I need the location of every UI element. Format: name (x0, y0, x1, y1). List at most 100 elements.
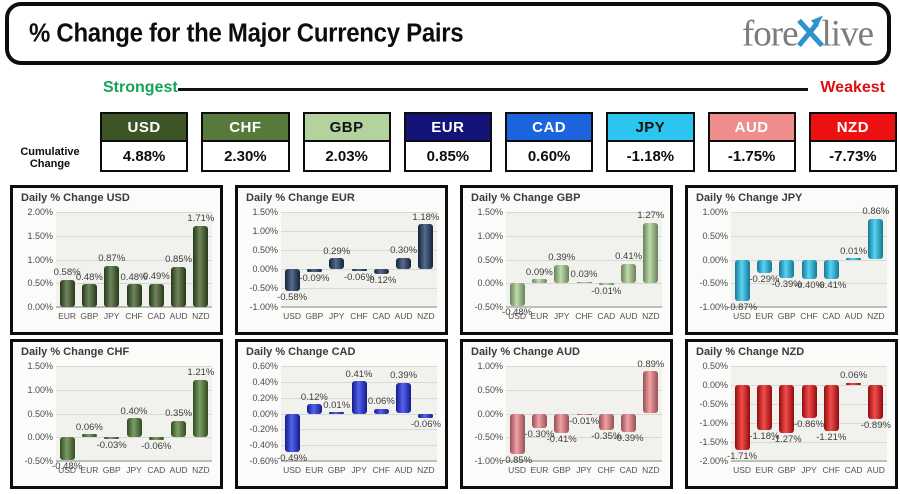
x-axis-category-label: USD (508, 311, 527, 321)
bar-value-label: 0.30% (390, 245, 418, 257)
x-axis-category-label: CAD (147, 311, 166, 321)
bar-value-label: -0.41% (546, 434, 577, 445)
gridline (56, 235, 212, 237)
x-axis-category-label: USD (283, 465, 302, 475)
currency-code-CAD: CAD (505, 112, 594, 142)
bar-GBP (554, 413, 570, 433)
y-axis-tick-label: 0.50% (252, 245, 278, 255)
cumulative-row: USD 4.88% CHF 2.30% GBP 2.03% EUR 0.85% CAD 0.60%… (100, 112, 897, 172)
y-axis-tick-label: 0.50% (477, 254, 503, 265)
bar-AUD (171, 420, 187, 438)
gridline (281, 429, 437, 431)
y-axis-tick-label: -0.50% (249, 283, 278, 293)
bar-EUR (59, 279, 75, 307)
bar-CAD (148, 283, 164, 307)
x-axis-category-label: CAD (597, 311, 616, 321)
y-axis-tick-label: 1.00% (477, 361, 503, 371)
y-axis-tick-label: 0.50% (477, 384, 503, 395)
chart-panel-CAD: Daily % Change CAD 0.60% 0.40% 0.20% 0.00% -0… (235, 339, 448, 489)
chart-title: Daily % Change USD (21, 192, 130, 204)
y-axis-tick-label: 0.50% (702, 361, 728, 371)
y-axis-tick-label: -0.50% (699, 278, 728, 289)
bar-value-label: 0.86% (862, 206, 890, 218)
x-axis-category-label: CHF (372, 465, 391, 475)
currency-code-NZD: NZD (808, 112, 897, 142)
bar-value-label: -1.71% (727, 451, 758, 462)
bar-value-label: 0.12% (300, 391, 328, 403)
bar-value-label: 0.89% (637, 358, 665, 370)
currency-column-EUR: EUR 0.85% (403, 112, 492, 172)
bar-value-label: 0.41% (615, 251, 643, 263)
gridline (506, 389, 662, 391)
currency-code-EUR: EUR (403, 112, 492, 142)
bar-NZD (418, 413, 434, 419)
x-axis-category-label: NZD (867, 311, 885, 321)
bar-USD (509, 413, 525, 454)
bar-CAD (373, 269, 389, 274)
chart-title: Daily % Change NZD (696, 346, 805, 358)
bar-JPY (801, 385, 817, 418)
bar-value-label: 0.09% (525, 266, 553, 278)
x-axis-category-label: USD (733, 311, 752, 321)
x-axis-category-label: AUD (866, 465, 885, 475)
bar-value-label: -0.01% (568, 416, 600, 427)
currency-code-USD: USD (100, 112, 189, 142)
x-axis-category-label: CAD (619, 465, 638, 475)
y-axis-tick-label: 0.50% (702, 230, 728, 241)
bar-value-label: -0.12% (366, 274, 397, 286)
gridline (731, 442, 887, 443)
bar-value-label: 1.71% (187, 213, 215, 225)
x-axis-category-label: CHF (822, 465, 841, 475)
currency-cumulative-value-USD: 4.88% (100, 142, 189, 172)
logo-x-arrow-icon (796, 15, 824, 48)
currency-column-NZD: NZD -7.73% (808, 112, 897, 172)
bar-value-label: 0.06% (75, 421, 103, 433)
bar-CAD (846, 382, 862, 385)
y-axis-tick-label: -1.00% (699, 418, 728, 428)
x-axis-category-label: JPY (351, 465, 367, 475)
x-axis-category-label: AUD (619, 311, 638, 321)
gridline (56, 366, 212, 367)
gridline (281, 366, 437, 367)
chart-panel-EUR: Daily % Change EUR 1.50% 1.00% 0.50% 0.00% -0… (235, 185, 448, 335)
x-axis-category-label: CAD (372, 311, 391, 321)
x-axis-category-label: NZD (642, 465, 660, 475)
bar-NZD (643, 371, 659, 414)
chart-panel-GBP: Daily % Change GBP 1.50% 1.00% 0.50% 0.00% -0… (460, 185, 673, 335)
currency-code-CHF: CHF (201, 112, 290, 142)
currency-cumulative-value-GBP: 2.03% (302, 142, 391, 172)
bar-value-label: 0.40% (120, 405, 148, 417)
bar-JPY (126, 418, 142, 438)
bar-CAD (621, 413, 637, 432)
weakest-label: Weakest (820, 79, 885, 96)
bar-value-label: -1.21% (816, 432, 847, 443)
y-axis-tick-label: 0.50% (27, 408, 53, 419)
x-axis-category-label: EUR (755, 465, 774, 475)
x-axis-category-label: GBP (777, 311, 796, 321)
gridline (56, 212, 212, 213)
y-axis-tick-label: 1.00% (27, 254, 53, 265)
x-axis-category-label: EUR (755, 311, 774, 321)
gridline (281, 212, 437, 213)
x-axis-line (506, 306, 662, 308)
bar-value-label: -0.58% (277, 292, 308, 303)
bar-CAD (823, 259, 839, 279)
y-axis-tick-label: 0.60% (252, 361, 278, 371)
x-axis-category-label: NZD (192, 311, 210, 321)
x-axis-line (281, 306, 437, 308)
gridline (731, 212, 887, 213)
gridline (281, 445, 437, 447)
bar-value-label: -0.29% (749, 274, 780, 286)
bar-AUD (396, 382, 412, 414)
x-axis-category-label: GBP (305, 311, 324, 321)
strongest-weakest-line (178, 88, 808, 91)
gridline (281, 413, 437, 415)
bar-AUD (396, 257, 412, 269)
bar-value-label: -1.27% (771, 434, 802, 446)
gridline (281, 288, 437, 289)
x-axis-category-label: CHF (800, 311, 818, 321)
y-axis-tick-label: -1.00% (699, 302, 728, 312)
bar-value-label: 0.01% (840, 245, 868, 257)
bar-GBP (779, 385, 795, 434)
x-axis-category-label: CHF (575, 311, 593, 321)
